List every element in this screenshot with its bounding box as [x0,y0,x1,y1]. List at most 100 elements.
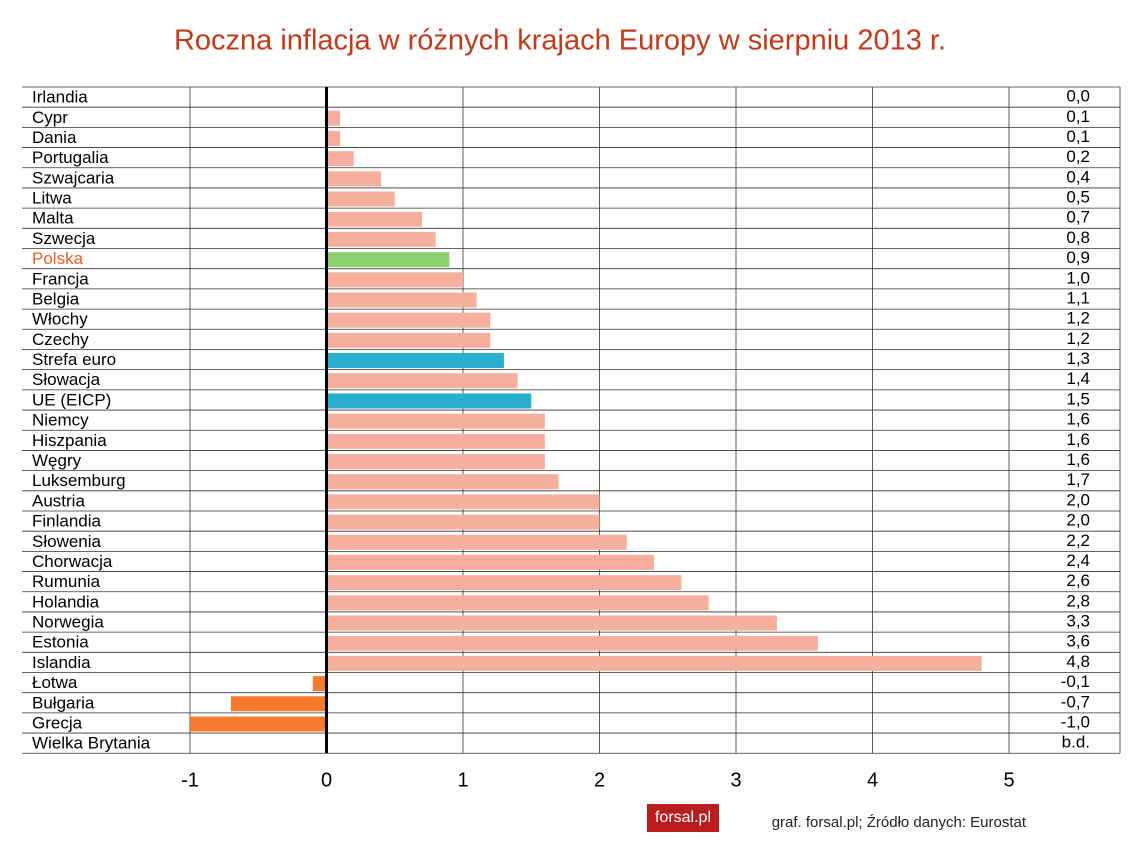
category-label: Holandia [32,592,100,611]
category-label: Finlandia [32,512,102,531]
x-tick-label: 3 [730,769,741,791]
bar [326,393,532,409]
bar [326,353,504,369]
value-label: 1,4 [1066,369,1090,388]
category-label: Wielka Brytania [32,734,151,753]
value-label: -0,7 [1061,692,1090,711]
value-label: 1,2 [1066,309,1090,328]
chart-title: Roczna inflacja w różnych krajach Europy… [174,25,946,57]
value-label: b.d. [1062,733,1090,752]
bar [326,272,463,288]
value-label: 2,4 [1066,551,1090,570]
value-label: 1,3 [1066,349,1090,368]
category-label: Austria [32,491,85,510]
category-label: Portugalia [32,148,109,167]
bar [326,554,655,570]
category-label: Dania [32,128,77,147]
value-label: 0,4 [1066,167,1090,186]
x-tick-label: 0 [321,769,332,791]
value-label: 1,2 [1066,329,1090,348]
bar [326,312,491,328]
bar [326,635,818,651]
value-label: 0,8 [1066,228,1090,247]
category-label: Włochy [32,310,88,329]
category-label: Belgia [32,289,80,308]
bar [326,433,545,449]
value-label: -1,0 [1061,712,1090,731]
category-label: Rumunia [32,572,101,591]
category-label: Estonia [32,633,89,652]
category-label: Bułgaria [32,693,95,712]
value-label: -0,1 [1061,672,1090,691]
value-label: 1,6 [1066,430,1090,449]
value-label: 1,5 [1066,389,1090,408]
value-label: 0,7 [1066,208,1090,227]
category-label: Słowacja [32,370,101,389]
x-tick-label: 4 [867,769,878,791]
bar [230,696,327,712]
value-label: 0,0 [1066,87,1090,106]
bar [326,171,382,187]
bar [326,413,545,429]
category-label: Słowenia [32,532,102,551]
x-tick-label: -1 [181,769,199,791]
category-label: Norwegia [32,613,104,632]
value-label: 1,7 [1066,470,1090,489]
bar [326,130,341,146]
value-label: 0,1 [1066,127,1090,146]
bar [190,716,327,732]
category-label: Szwajcaria [32,168,115,187]
bar [326,252,450,268]
bar [326,332,491,348]
bar [312,676,327,692]
value-label: 0,2 [1066,147,1090,166]
category-label: Strefa euro [32,350,116,369]
category-label: Chorwacja [32,552,113,571]
source: graf. forsal.pl; Źródło danych: Eurostat [772,814,1027,831]
value-label: 0,9 [1066,248,1090,267]
value-label: 2,6 [1066,571,1090,590]
category-label: Łotwa [32,673,78,692]
category-label: Irlandia [32,88,88,107]
bar [326,110,341,126]
category-label: Malta [32,209,74,228]
value-label: 1,6 [1066,450,1090,469]
value-label: 2,2 [1066,531,1090,550]
value-label: 3,6 [1066,632,1090,651]
bar [326,373,518,389]
category-label: Polska [32,249,84,268]
logo-box [647,804,719,832]
value-label: 0,1 [1066,107,1090,126]
value-label: 1,6 [1066,410,1090,429]
bar [326,231,436,247]
category-label: Cypr [32,108,68,127]
value-label: 2,0 [1066,490,1090,509]
bar [326,494,600,510]
category-label: UE (EICP) [32,390,111,409]
value-label: 1,1 [1066,288,1090,307]
category-label: Szwecja [32,229,96,248]
bar [326,454,545,470]
x-tick-label: 2 [594,769,605,791]
category-label: Luksemburg [32,471,126,490]
bar [326,474,559,490]
value-label: 2,8 [1066,591,1090,610]
bar [326,191,395,207]
logo: forsal.pl [655,809,711,826]
bar [326,514,600,530]
value-label: 3,3 [1066,612,1090,631]
category-label: Hiszpania [32,431,107,450]
category-label: Grecja [32,713,83,732]
category-label: Litwa [32,189,72,208]
category-label: Niemcy [32,411,89,430]
x-tick-label: 5 [1003,769,1014,791]
bar [326,292,477,308]
bar [326,595,709,611]
bar [326,534,627,550]
value-label: 2,0 [1066,511,1090,530]
bar [326,655,982,671]
category-label: Islandia [32,653,91,672]
value-label: 4,8 [1066,652,1090,671]
bar [326,211,423,227]
